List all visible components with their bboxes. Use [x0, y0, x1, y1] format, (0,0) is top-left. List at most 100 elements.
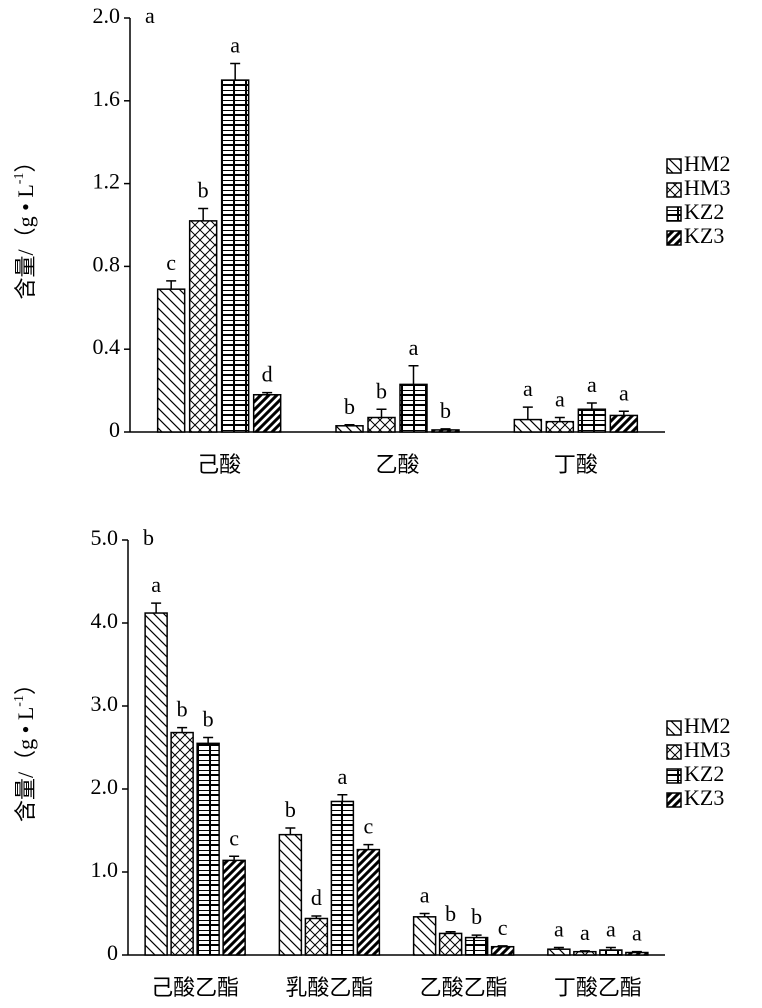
significance-letter: b: [177, 697, 188, 722]
significance-letter: a: [230, 33, 240, 58]
y-tick-label: 2.0: [91, 774, 119, 799]
legend-swatch: [666, 744, 682, 760]
error-bar: [522, 406, 533, 420]
legend-label: HM3: [684, 175, 730, 200]
x-tick-label: 己酸乙酯: [151, 975, 239, 1000]
legend-swatch: [666, 792, 682, 808]
y-tick-label: 4.0: [91, 608, 119, 633]
legend-label: HM2: [684, 713, 730, 738]
error-bar: [579, 950, 590, 952]
significance-letter: b: [471, 904, 482, 929]
error-bar: [445, 931, 456, 934]
error-bar: [631, 950, 642, 953]
error-bar: [618, 410, 629, 416]
y-tick-label: 0: [107, 940, 118, 965]
significance-letter: c: [229, 825, 239, 850]
legend-label: KZ2: [684, 761, 724, 786]
significance-letter: c: [498, 915, 508, 940]
bar: [356, 848, 381, 956]
y-axis-label: 含量/（g • L-1）: [12, 673, 38, 822]
legend-label: KZ2: [684, 199, 724, 224]
y-tick-label: 0: [109, 417, 120, 442]
legend-label: HM2: [684, 151, 730, 176]
significance-letter: a: [619, 380, 629, 405]
significance-letter: d: [262, 362, 273, 387]
significance-letter: a: [337, 764, 347, 789]
bar: [438, 932, 463, 956]
error-bar: [440, 428, 451, 430]
legend-swatch: [666, 720, 682, 736]
x-tick-label: 乙酸乙酯: [420, 975, 508, 1000]
error-bar: [203, 736, 214, 744]
bar: [196, 742, 220, 956]
significance-letter: a: [587, 372, 597, 397]
bar: [367, 416, 396, 433]
y-tick-label: 3.0: [91, 691, 119, 716]
significance-letter: b: [344, 394, 355, 419]
error-bar: [311, 915, 322, 919]
panel-label: a: [145, 3, 155, 28]
significance-letter: b: [440, 398, 451, 423]
error-bar: [554, 416, 565, 422]
bar: [330, 800, 355, 956]
x-tick-label: 丁酸: [554, 452, 598, 477]
error-bar: [229, 855, 240, 861]
significance-letter: a: [554, 917, 564, 942]
error-bar: [344, 424, 355, 426]
significance-letter: a: [580, 920, 590, 945]
bar: [431, 429, 460, 433]
error-bar: [376, 408, 387, 418]
bar: [464, 936, 489, 956]
legend-swatch: [666, 230, 682, 246]
bar: [399, 383, 428, 433]
error-bar: [285, 827, 296, 835]
significance-letter: b: [445, 901, 456, 926]
significance-letter: a: [523, 376, 533, 401]
error-bar: [363, 843, 374, 850]
error-bar: [497, 945, 508, 947]
significance-letter: a: [555, 387, 565, 412]
bar: [170, 731, 194, 956]
bar: [609, 414, 639, 433]
bar: [304, 917, 329, 956]
bar: [599, 949, 623, 956]
y-axis-label-part: 含量/（g • L: [13, 184, 38, 299]
significance-letter: c: [166, 250, 176, 275]
significance-letter: c: [363, 814, 373, 839]
error-bar: [605, 946, 616, 951]
bar: [513, 418, 543, 433]
error-bar: [419, 912, 430, 917]
legend-swatch: [666, 182, 682, 198]
legend-swatch: [666, 206, 682, 222]
legend-label: KZ3: [684, 223, 724, 248]
bar: [573, 950, 597, 956]
error-bar: [586, 402, 597, 410]
bar: [625, 951, 649, 956]
x-tick-label: 乙酸: [375, 452, 419, 477]
error-bar: [408, 365, 419, 385]
legend-label: KZ3: [684, 785, 724, 810]
significance-letter: a: [151, 572, 161, 597]
y-axis-label-part: 含量/（g • L: [13, 707, 38, 822]
x-tick-label: 丁酸乙酯: [554, 975, 642, 1000]
y-tick-label: 0.4: [93, 334, 121, 359]
y-tick-label: 1.2: [93, 169, 121, 194]
bar: [156, 288, 186, 433]
error-bar: [151, 602, 162, 614]
significance-letter: b: [285, 797, 296, 822]
legend-label: HM3: [684, 737, 730, 762]
significance-letter: a: [409, 335, 419, 360]
bar: [220, 79, 250, 433]
bar: [252, 393, 282, 433]
y-axis-label: 含量/（g • L-1）: [12, 151, 38, 300]
y-axis-label-part: -1: [12, 173, 27, 185]
x-tick-label: 乳酸乙酯: [285, 975, 373, 1000]
significance-letter: d: [311, 885, 322, 910]
error-bar: [471, 934, 482, 938]
bar: [412, 916, 437, 956]
y-tick-label: 2.0: [93, 3, 121, 28]
y-tick-label: 5.0: [91, 525, 119, 550]
error-bar: [262, 391, 273, 395]
error-bar: [177, 726, 188, 733]
